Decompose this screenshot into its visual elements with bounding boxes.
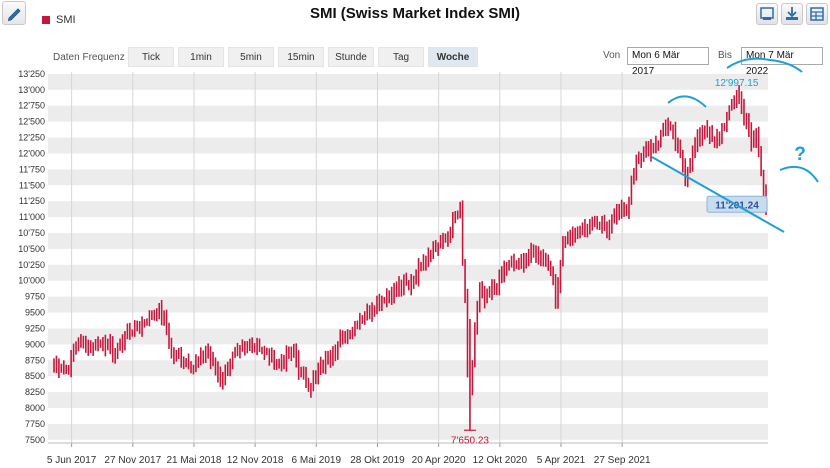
y-tick-label: 10'250 [18,260,45,270]
max-label: 12'997.15 [715,78,759,89]
grid-band [48,137,768,154]
download-icon [786,7,798,20]
pencil-icon [7,8,21,22]
grid-band [48,360,768,377]
vertical-gridlines [48,72,768,447]
y-tick-label: 7750 [25,419,45,429]
y-tick-label: 11'000 [19,212,45,222]
y-tick-label: 13'250 [18,69,45,79]
y-tick-label: 9750 [25,292,45,302]
y-tick-label: 11'500 [19,180,45,190]
x-tick-label: 27 Nov 2017 [104,455,161,466]
grid-band [48,296,768,313]
y-tick-label: 13'000 [18,85,45,95]
y-tick-label: 9250 [25,323,45,333]
grid-band [48,169,768,186]
y-tick-label: 8750 [25,355,45,365]
y-tick-label: 8000 [25,403,45,413]
arc-right [779,166,819,183]
frequency-1min-button[interactable]: 1min [178,47,224,67]
x-tick-label: 20 Apr 2020 [412,455,466,466]
y-tick-label: 12'000 [18,148,45,158]
min-label: 7'650.23 [451,435,489,446]
grid-band [48,73,768,90]
peak-arc-top [726,57,803,73]
grid-band [48,233,768,249]
x-tick-label: 27 Sep 2021 [594,455,651,466]
y-tick-label: 10'000 [18,276,45,286]
peak-arc-left [667,95,707,108]
x-tick-label: 5 Jun 2017 [47,455,97,466]
chart-title: SMI (Swiss Market Index SMI) [309,5,521,22]
download-button[interactable] [781,3,803,25]
to-label: Bis [718,50,732,61]
x-tick-label: 5 Apr 2021 [537,455,586,466]
x-tick-label: 12 Okt 2020 [473,455,528,466]
y-tick-label: 8250 [25,387,45,397]
x-tick-label: 28 Okt 2019 [350,455,405,466]
grid-bands [48,73,768,440]
y-tick-label: 12'750 [18,101,45,111]
frequency-stunde-button[interactable]: Stunde [328,47,374,67]
frequency-5min-button[interactable]: 5min [228,47,274,67]
image-export-button[interactable] [756,3,778,25]
legend-swatch [42,16,50,24]
y-tick-label: 8500 [25,371,45,381]
y-tick-label: 12'250 [18,133,45,143]
y-tick-label: 9000 [25,339,45,349]
y-axis-labels: 7500 7750 8000 8250 8500 8750 9000 9250 9500 9750… [18,69,45,445]
grid-band [48,423,768,440]
question-mark: ? [794,144,806,165]
table-icon [810,7,824,21]
table-button[interactable] [806,3,828,25]
legend-label: SMI [56,14,76,26]
frequency-tag-button[interactable]: Tag [378,47,424,67]
grid-band [48,201,768,218]
y-tick-label: 10'500 [18,244,45,254]
image-export-icon [760,7,774,20]
x-tick-label: 6 Mai 2019 [292,455,342,466]
chart-legend: SMI [42,14,76,26]
grid-band [48,392,768,408]
x-tick-label: 12 Nov 2018 [227,455,284,466]
from-date-input[interactable]: Mon 6 Mär 2017 [627,47,709,77]
y-tick-label: 9500 [25,308,45,318]
frequency-woche-button[interactable]: Woche [428,47,478,67]
from-label: Von [603,50,621,61]
y-tick-label: 11'750 [19,164,45,174]
frequency-label: Daten Frequenz [53,52,125,63]
price-bars [53,85,767,431]
frequency-15min-button[interactable]: 15min [278,47,324,67]
trend-line [651,156,785,233]
x-axis-labels: 5 Jun 2017 27 Nov 2017 21 Mai 2018 12 Nov 2… [47,455,651,466]
y-tick-label: 10'750 [18,228,45,238]
frequency-tick-button[interactable]: Tick [128,47,174,67]
y-tick-label: 7500 [25,435,45,445]
y-tick-label: 12'500 [18,117,45,127]
edit-chart-button[interactable] [2,1,26,25]
x-tick-label: 21 Mai 2018 [166,455,221,466]
grid-band [48,328,768,345]
to-date-input[interactable]: Mon 7 Mär 2022 [741,47,823,77]
grid-band [48,264,768,281]
grid-band [48,105,768,122]
y-tick-label: 11'250 [19,196,45,206]
